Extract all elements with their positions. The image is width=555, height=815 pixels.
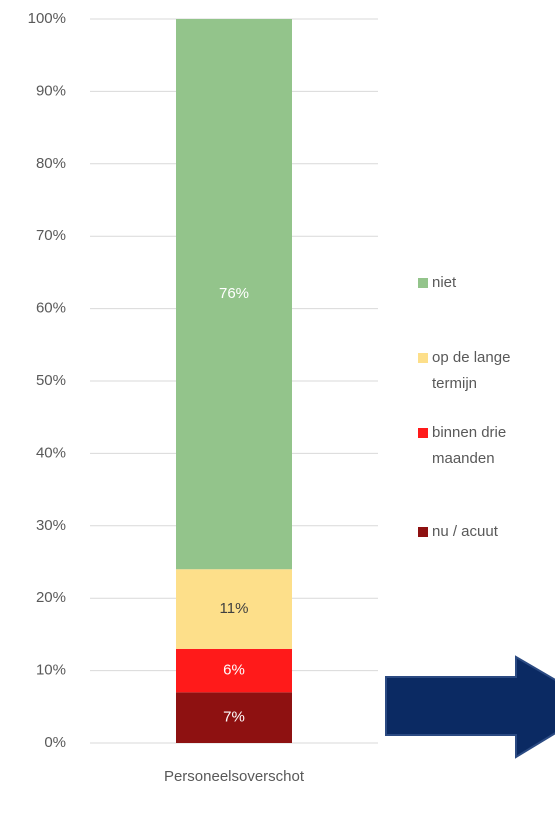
y-tick-label: 10% — [36, 662, 66, 679]
arrow — [385, 655, 555, 759]
y-tick-label: 100% — [28, 10, 66, 27]
y-tick-label: 90% — [36, 82, 66, 99]
bar-segment — [176, 692, 292, 743]
y-tick-label: 60% — [36, 300, 66, 317]
legend-label: binnen drie maanden — [432, 424, 507, 467]
legend-swatch — [418, 353, 428, 363]
legend-item: niet — [418, 270, 548, 296]
y-tick-label: 80% — [36, 155, 66, 172]
legend-item: op de lange termijn — [418, 345, 548, 397]
legend-swatch — [418, 278, 428, 288]
bar-segment — [176, 569, 292, 649]
legend-label: niet — [432, 274, 457, 291]
data-label: 7% — [223, 709, 245, 726]
y-tick-label: 70% — [36, 227, 66, 244]
legend-label: nu / acuut — [432, 523, 498, 540]
legend-swatch — [418, 428, 428, 438]
legend-item: binnen drie maanden — [418, 420, 548, 472]
data-label: 6% — [223, 662, 245, 679]
y-tick-label: 30% — [36, 517, 66, 534]
y-tick-label: 20% — [36, 589, 66, 606]
bar-segment — [176, 648, 292, 693]
x-tick-label: Personeelsoverschot — [164, 768, 305, 785]
legend-item: nu / acuut — [418, 519, 548, 545]
bar-segment — [176, 19, 292, 570]
data-label: 76% — [219, 285, 249, 302]
y-tick-label: 50% — [36, 372, 66, 389]
legend-label: op de lange termijn — [432, 349, 511, 392]
plot: 0% 10% 20% 30% 40% 50% 60% 70% 80% 90% 100% Persone… — [28, 10, 378, 785]
data-label: 11% — [220, 600, 249, 617]
y-tick-label: 0% — [44, 734, 66, 751]
y-tick-label: 40% — [36, 444, 66, 461]
legend-swatch — [418, 527, 428, 537]
